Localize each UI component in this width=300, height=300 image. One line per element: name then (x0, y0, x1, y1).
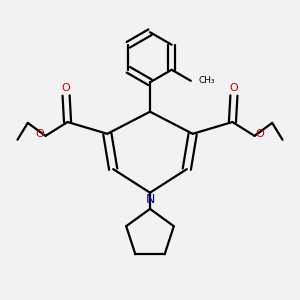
Text: O: O (230, 83, 238, 93)
Text: O: O (36, 128, 44, 139)
Text: O: O (256, 128, 264, 139)
Text: CH₃: CH₃ (198, 76, 215, 85)
Text: N: N (145, 193, 155, 206)
Text: O: O (62, 83, 70, 93)
